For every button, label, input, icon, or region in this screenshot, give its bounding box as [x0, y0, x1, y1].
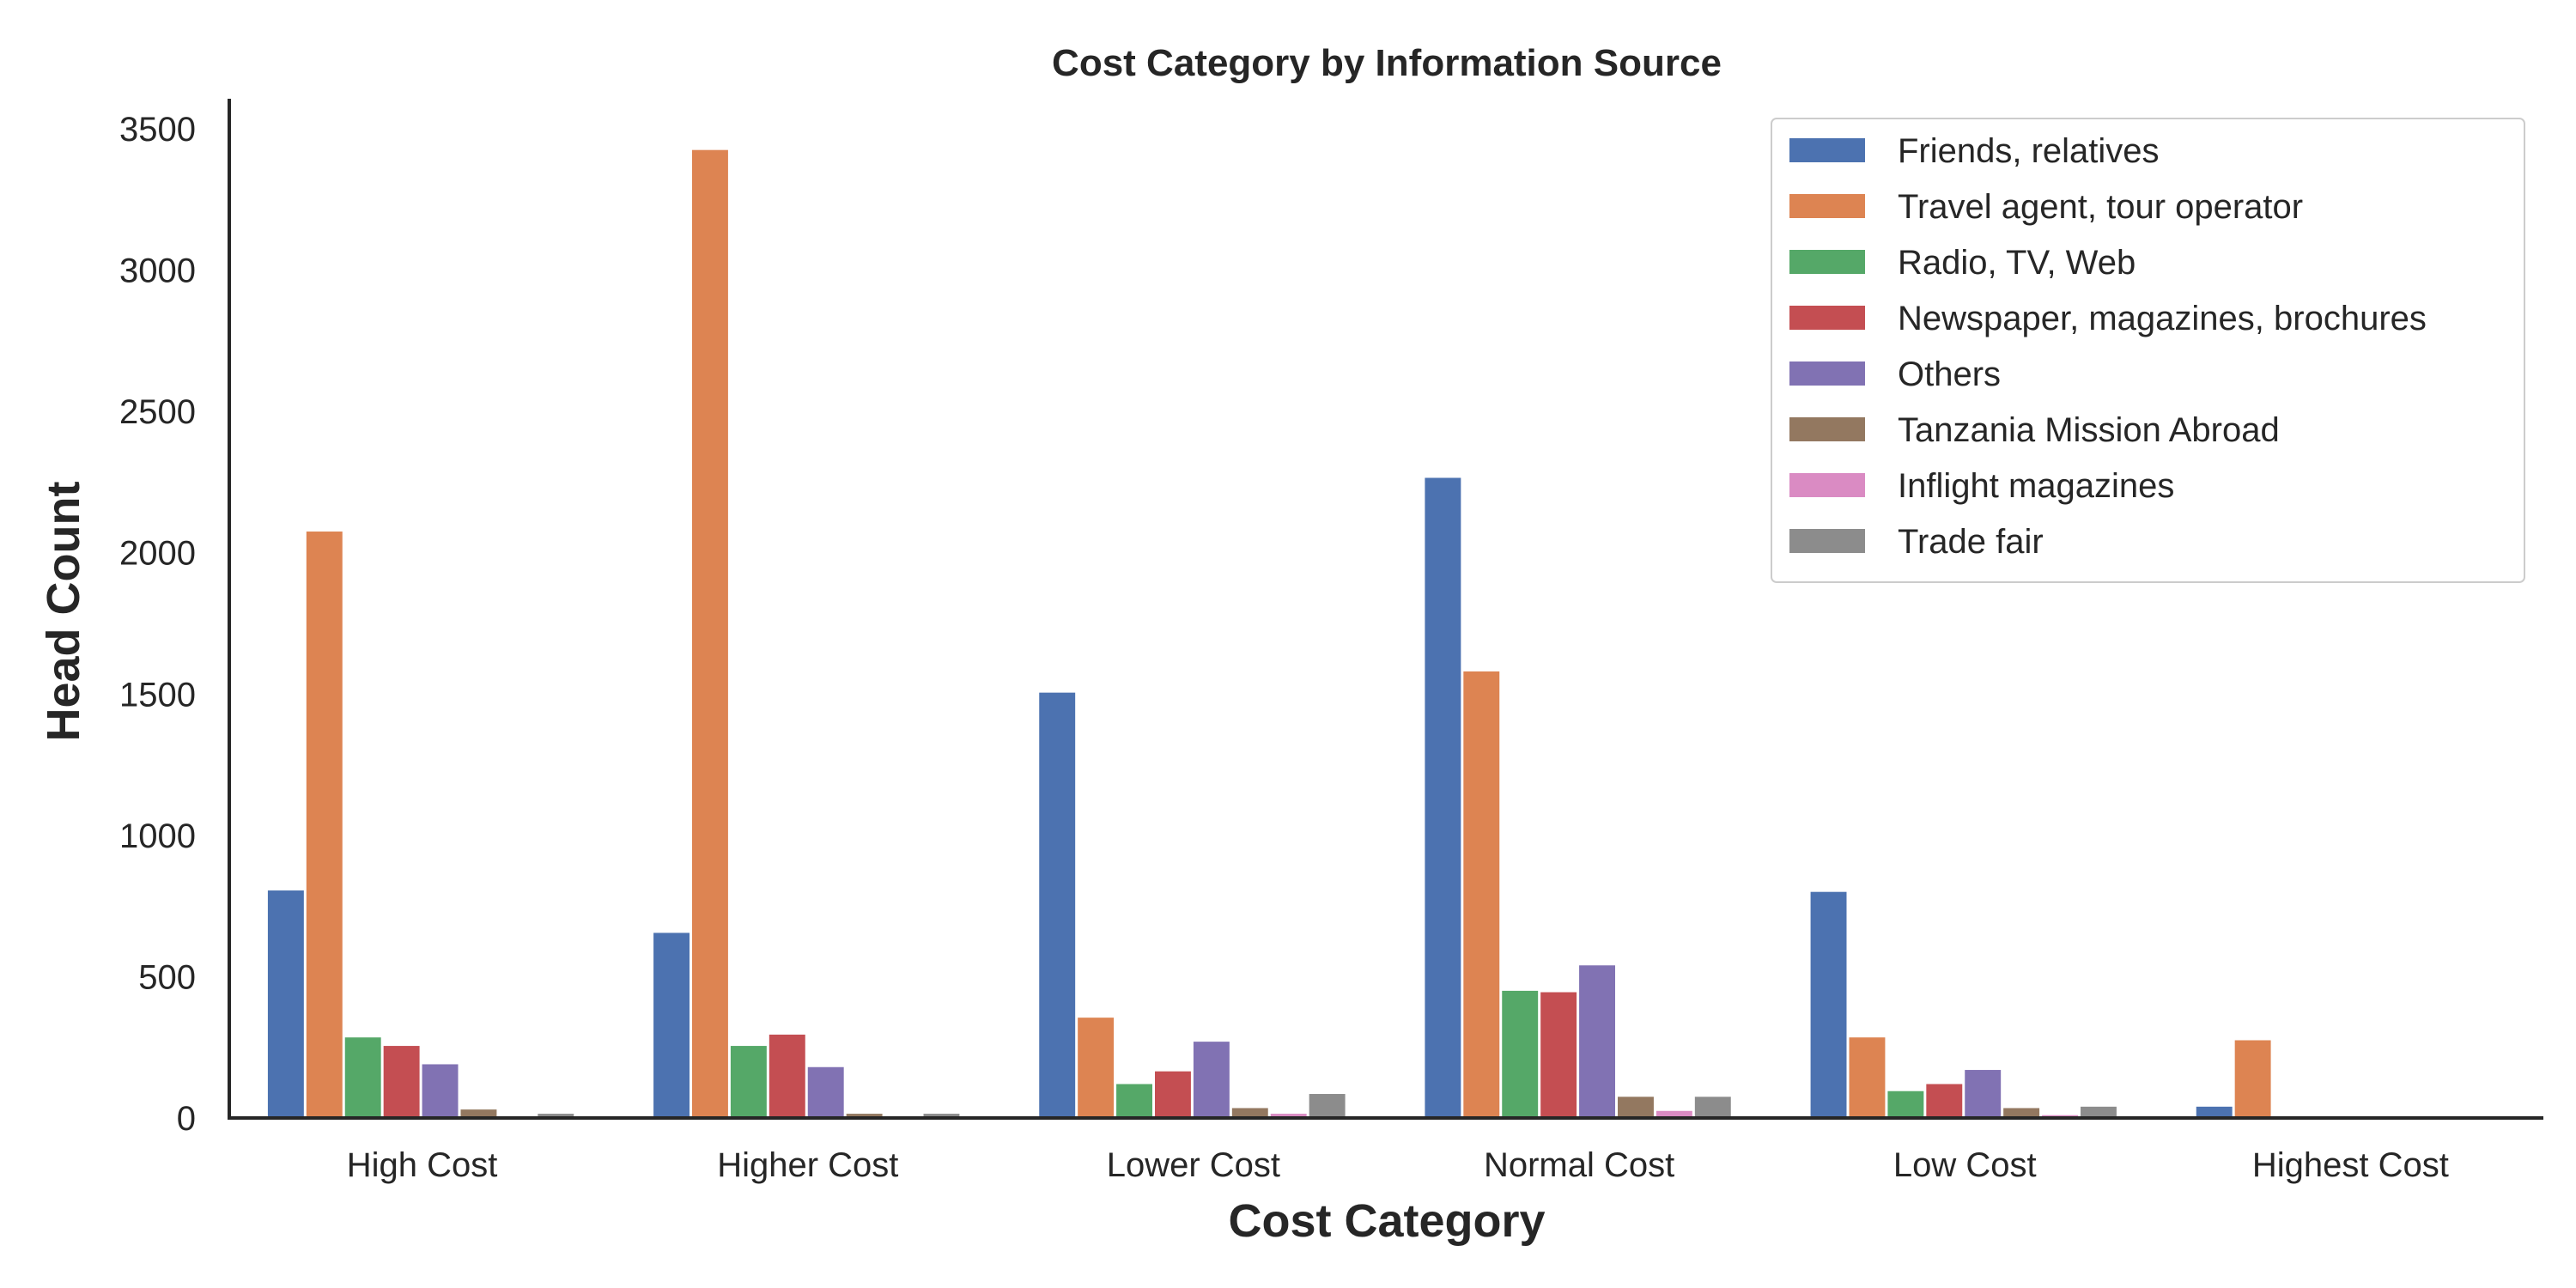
x-ticks: High Cost Higher Cost Lower Cost Normal Cos…: [347, 1146, 2449, 1184]
bar-0-4: [422, 1064, 459, 1118]
bar-4-0: [1810, 891, 1847, 1118]
legend-label-5: Tanzania Mission Abroad: [1898, 411, 2280, 449]
legend-swatch-4: [1789, 361, 1865, 386]
bar-0-1: [306, 532, 343, 1118]
y-ticks: 0 500 1000 1500 2000 2500 3000 3500: [119, 111, 196, 1138]
y-axis-label: Head Count: [38, 481, 89, 741]
bar-1-3: [769, 1034, 805, 1118]
legend-label-6: Inflight magazines: [1898, 467, 2174, 505]
legend-swatch-7: [1789, 529, 1865, 553]
legend-label-2: Radio, TV, Web: [1898, 244, 2136, 282]
bar-0-0: [267, 890, 304, 1118]
legend-swatch-5: [1789, 417, 1865, 441]
bar-5-0: [2196, 1106, 2233, 1118]
bar-3-2: [1502, 990, 1539, 1118]
bars-group: [267, 149, 2271, 1119]
bar-2-1: [1078, 1018, 1115, 1118]
bar-2-5: [1231, 1108, 1268, 1118]
y-tick-label-1: 500: [138, 958, 196, 996]
x-tick-label-0: High Cost: [347, 1146, 498, 1184]
legend-label-3: Newspaper, magazines, brochures: [1898, 300, 2427, 337]
chart-title: Cost Category by Information Source: [1052, 42, 1722, 84]
x-tick-label-1: Higher Cost: [717, 1146, 898, 1184]
y-tick-label-2: 1000: [119, 817, 196, 855]
bar-2-2: [1116, 1084, 1152, 1118]
bar-2-6: [1270, 1114, 1307, 1118]
bar-0-5: [460, 1109, 497, 1118]
x-tick-label-2: Lower Cost: [1107, 1146, 1280, 1184]
bar-2-7: [1309, 1094, 1346, 1118]
bar-4-2: [1887, 1091, 1924, 1118]
legend-swatch-1: [1789, 194, 1865, 218]
legend-swatch-6: [1789, 473, 1865, 497]
bar-3-0: [1425, 477, 1461, 1118]
bar-3-5: [1618, 1097, 1654, 1118]
legend-swatch-0: [1789, 138, 1865, 162]
x-tick-label-5: Highest Cost: [2252, 1146, 2449, 1184]
bar-2-0: [1039, 692, 1076, 1118]
y-tick-label-4: 2000: [119, 535, 196, 573]
bar-0-7: [538, 1114, 574, 1118]
bar-3-3: [1540, 992, 1577, 1118]
legend-label-0: Friends, relatives: [1898, 132, 2160, 170]
bar-3-1: [1463, 671, 1500, 1118]
legend-label-1: Travel agent, tour operator: [1898, 188, 2303, 226]
legend-swatch-3: [1789, 306, 1865, 330]
bar-1-5: [846, 1114, 883, 1118]
x-tick-label-3: Normal Cost: [1484, 1146, 1674, 1184]
legend-label-4: Others: [1898, 355, 2001, 393]
bar-4-1: [1849, 1037, 1886, 1118]
bar-0-3: [383, 1046, 420, 1118]
bar-4-7: [2081, 1106, 2117, 1118]
bar-2-3: [1155, 1071, 1191, 1118]
bar-2-4: [1193, 1042, 1230, 1118]
bar-4-4: [1965, 1070, 2002, 1118]
bar-1-2: [730, 1046, 767, 1118]
legend-label-7: Trade fair: [1898, 523, 2044, 561]
bar-1-1: [692, 149, 728, 1119]
bar-3-7: [1694, 1097, 1731, 1118]
legend-swatch-2: [1789, 250, 1865, 274]
legend: Friends, relatives Travel agent, tour ope…: [1771, 118, 2525, 583]
bar-4-3: [1926, 1084, 1963, 1118]
bar-3-6: [1656, 1110, 1692, 1118]
bar-1-4: [807, 1066, 844, 1118]
y-tick-label-3: 1500: [119, 676, 196, 714]
bar-5-1: [2234, 1040, 2271, 1118]
bar-3-4: [1579, 965, 1615, 1118]
bar-4-5: [2003, 1108, 2040, 1118]
bar-1-7: [923, 1114, 960, 1118]
legend-frame: [1771, 118, 2525, 583]
x-tick-label-4: Low Cost: [1893, 1146, 2037, 1184]
y-tick-label-7: 3500: [119, 111, 196, 149]
bar-1-0: [653, 933, 690, 1118]
y-tick-label-0: 0: [177, 1100, 196, 1138]
bar-0-2: [344, 1037, 381, 1118]
x-axis-label: Cost Category: [1228, 1195, 1545, 1247]
y-tick-label-5: 2500: [119, 393, 196, 431]
y-tick-label-6: 3000: [119, 252, 196, 290]
